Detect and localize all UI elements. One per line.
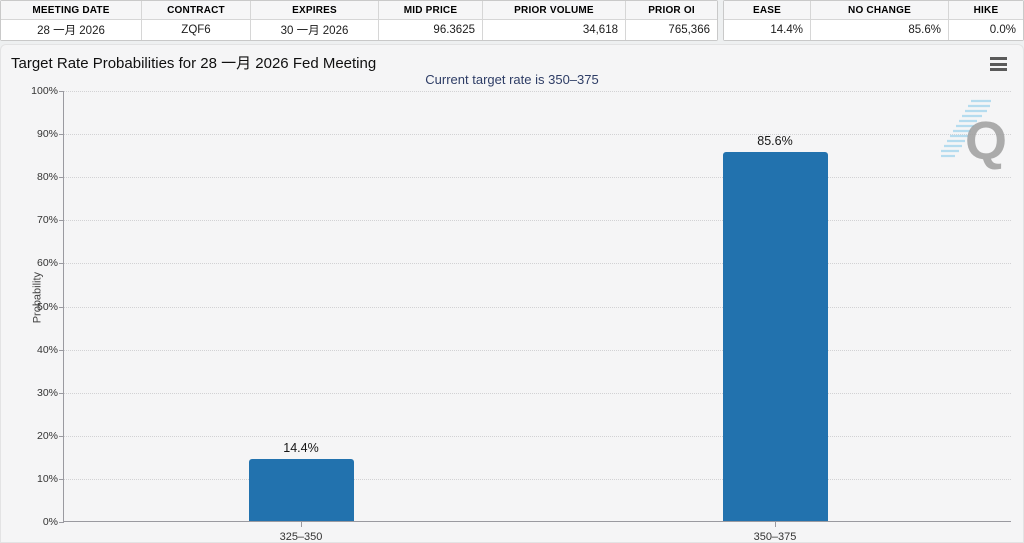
quote-cell-header: CONTRACT <box>142 1 251 20</box>
quote-cell-header: MID PRICE <box>379 1 483 20</box>
y-tick-label: 90% <box>36 128 58 141</box>
quote-cell-value: 28 一月 2026 <box>1 20 142 40</box>
y-tick <box>59 177 64 179</box>
quote-cell-header: PRIOR OI <box>626 1 717 20</box>
y-tick <box>59 349 64 351</box>
gridline <box>64 349 1011 351</box>
menu-bar <box>989 68 1007 71</box>
y-tick-label: 0% <box>42 516 58 528</box>
quote-tables-row: MEETING DATE CONTRACT EXPIRES MID PRICE PRIO… <box>0 0 1024 41</box>
gridline <box>64 263 1011 265</box>
y-tick-label: 10% <box>36 472 58 485</box>
contract-quote-table: MEETING DATE CONTRACT EXPIRES MID PRICE PRIO… <box>0 0 718 41</box>
chart-title: Target Rate Probabilities for 28 一月 2026… <box>11 55 377 72</box>
y-tick <box>59 392 64 394</box>
probability-cell-value: 0.0% <box>949 20 1023 40</box>
gridline <box>64 478 1011 480</box>
menu-bar <box>989 57 1007 60</box>
quote-cell-header: PRIOR VOLUME <box>483 1 626 20</box>
move-probability-table: EASE NO CHANGE HIKE 14.4% 85.6% 0.0% <box>723 0 1024 41</box>
chart-card: Target Rate Probabilities for 28 一月 2026… <box>0 44 1024 543</box>
y-tick-label: 70% <box>36 214 58 227</box>
y-tick-label: 80% <box>36 171 58 184</box>
x-tick <box>775 521 776 527</box>
y-tick-label: 50% <box>36 300 58 313</box>
y-tick <box>59 91 64 92</box>
y-tick <box>59 478 64 480</box>
probability-bar[interactable] <box>722 152 828 521</box>
quote-cell-value: ZQF6 <box>142 20 251 40</box>
y-tick-label: 40% <box>36 343 58 356</box>
bar-value-label: 85.6% <box>757 134 793 149</box>
quote-cell-value: 96.3625 <box>379 20 483 40</box>
gridline <box>64 177 1011 179</box>
y-axis-label: Probability <box>31 271 44 324</box>
y-tick-label: 100% <box>31 85 58 97</box>
y-tick <box>59 306 64 308</box>
y-tick <box>59 435 64 437</box>
gridline <box>64 220 1011 222</box>
chart-menu-icon[interactable] <box>985 53 1011 75</box>
menu-bar <box>989 62 1007 66</box>
probability-bar[interactable] <box>248 458 354 521</box>
y-tick-label: 20% <box>36 429 58 442</box>
quote-cell-value: 765,366 <box>626 20 717 40</box>
current-target-rate-subtitle: Current target rate is 350–375 <box>425 72 599 87</box>
gridline <box>64 91 1011 92</box>
bar-value-label: 14.4% <box>283 440 319 455</box>
x-category-label: 350–375 <box>753 531 797 543</box>
y-tick <box>59 263 64 265</box>
y-tick <box>59 220 64 222</box>
y-tick <box>59 522 64 523</box>
probability-cell-header: EASE <box>724 1 811 20</box>
y-tick-label: 30% <box>36 386 58 399</box>
bar-chart-plot-area: Probability 0% 10% 20% 30% 40% 50% 60% 70% 80% 90… <box>31 85 1011 543</box>
quote-cell-header: MEETING DATE <box>1 1 142 20</box>
quote-cell-value: 34,618 <box>483 20 626 40</box>
gridline <box>64 134 1011 136</box>
y-tick <box>59 134 64 136</box>
gridline <box>64 392 1011 394</box>
quote-cell-header: EXPIRES <box>251 1 379 20</box>
x-tick <box>301 521 302 527</box>
gridline <box>64 435 1011 437</box>
x-category-label: 325–350 <box>279 531 323 543</box>
gridline <box>64 306 1011 308</box>
probability-cell-header: HIKE <box>949 1 1023 20</box>
quote-cell-value: 30 一月 2026 <box>251 20 379 40</box>
probability-cell-value: 14.4% <box>724 20 811 40</box>
probability-cell-value: 85.6% <box>811 20 949 40</box>
y-tick-label: 60% <box>36 257 58 270</box>
probability-cell-header: NO CHANGE <box>811 1 949 20</box>
